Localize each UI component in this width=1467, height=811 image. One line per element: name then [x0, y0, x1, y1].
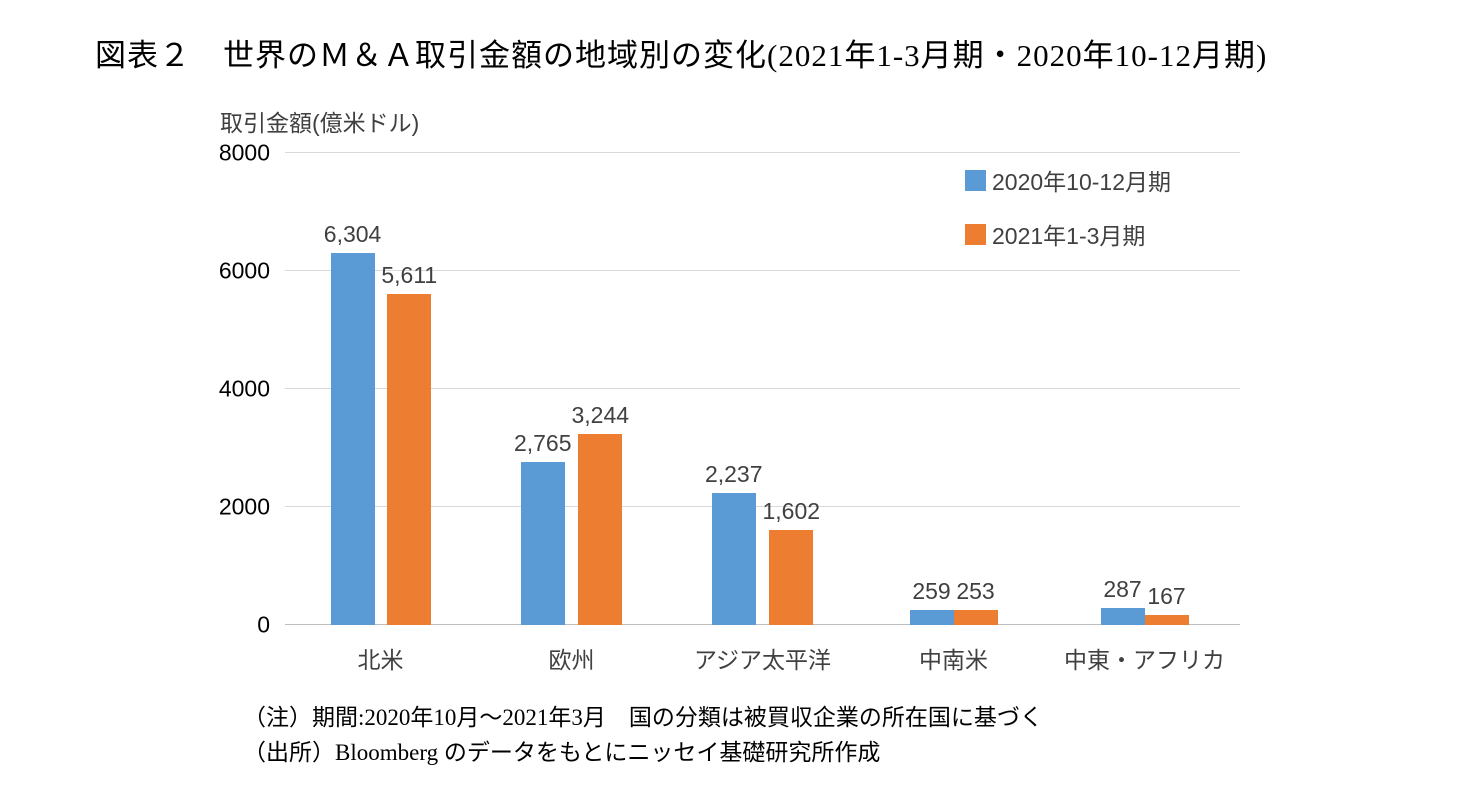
note-line-source-period: （注）期間:2020年10月～2021年3月 国の分類は被買収企業の所在国に基づ…	[243, 705, 1043, 730]
bar-column: 2,237	[705, 153, 763, 625]
legend-swatch-icon	[965, 169, 986, 191]
bar-group: 2,237 1,602 アジア太平洋	[667, 153, 858, 673]
gridline	[285, 152, 1240, 153]
x-axis-baseline	[285, 624, 1240, 625]
value-label: 1,602	[762, 498, 821, 525]
bar-group: 259 253 中南米	[858, 153, 1049, 673]
bar	[520, 461, 565, 625]
bar-column: 6,304	[323, 153, 382, 625]
bar-column: 253	[953, 153, 998, 625]
y-tick-label: 6000	[218, 257, 270, 284]
legend-entry: 2021年1-3月期	[965, 217, 1171, 251]
value-label: 2,237	[704, 461, 763, 488]
bar	[387, 293, 432, 625]
legend-swatch-icon	[965, 223, 986, 245]
legend: 2020年10-12月期 2021年1-3月期	[965, 163, 1171, 251]
y-tick-label: 8000	[218, 139, 270, 166]
value-label: 287	[1103, 576, 1142, 603]
note-line-attribution: （出所）Bloomberg のデータをもとにニッセイ基礎研究所作成	[243, 740, 881, 765]
value-label: 167	[1147, 583, 1186, 610]
bar	[769, 530, 814, 625]
y-tick-label: 4000	[218, 375, 270, 402]
y-tick-label: 0	[257, 611, 270, 638]
value-label: 5,611	[381, 261, 438, 288]
bar-column: 2,765	[514, 153, 572, 625]
value-label: 259	[912, 577, 951, 604]
bar-group: 2,765 3,244 欧州	[476, 153, 667, 673]
legend-entry: 2020年10-12月期	[965, 163, 1171, 197]
bar	[1100, 608, 1145, 625]
category-label: 欧州	[548, 647, 595, 673]
bar-group: 6,304 5,611 北米	[285, 153, 476, 673]
bar-column: 3,244	[571, 153, 630, 625]
category-label: 北米	[357, 647, 404, 673]
bar	[330, 253, 375, 625]
bar	[953, 610, 998, 625]
gridline	[285, 388, 1240, 389]
value-label: 6,304	[323, 221, 382, 248]
y-tick-label: 2000	[218, 493, 270, 520]
bar-column: 167	[1144, 153, 1189, 625]
value-label: 253	[956, 578, 995, 605]
y-axis-title: 取引金額(億米ドル)	[220, 110, 420, 136]
bar-column: 5,611	[381, 153, 437, 625]
bar	[711, 493, 756, 625]
gridline	[285, 270, 1240, 271]
bar	[909, 609, 954, 625]
bar-column: 287	[1100, 153, 1145, 625]
legend-label: 2020年10-12月期	[992, 169, 1171, 195]
bar	[578, 433, 623, 625]
bar-groups-row: 6,304 5,611 北米 2,765 3,244 欧州 2,237 1,602 アジア太平洋…	[285, 153, 1240, 673]
plot-area: 6,304 5,611 北米 2,765 3,244 欧州 2,237 1,602 アジア太平洋…	[219, 140, 1240, 673]
bar	[1144, 615, 1189, 625]
chart-title: 図表２ 世界のＭ＆Ａ取引金額の地域別の変化(2021年1-3月期・2020年10…	[95, 38, 1268, 73]
legend-label: 2021年1-3月期	[992, 223, 1146, 249]
bar-column: 1,602	[762, 153, 821, 625]
bar-column: 259	[909, 153, 954, 625]
value-label: 2,765	[513, 429, 572, 456]
notes-block: （注）期間:2020年10月～2021年3月 国の分類は被買収企業の所在国に基づ…	[243, 700, 1043, 770]
gridline	[285, 506, 1240, 507]
category-label: 中東・アフリカ	[1064, 647, 1225, 673]
category-label: 中南米	[919, 647, 988, 673]
bar-group: 287 167 中東・アフリカ	[1049, 153, 1240, 673]
value-label: 3,244	[571, 401, 630, 428]
category-label: アジア太平洋	[693, 647, 832, 673]
